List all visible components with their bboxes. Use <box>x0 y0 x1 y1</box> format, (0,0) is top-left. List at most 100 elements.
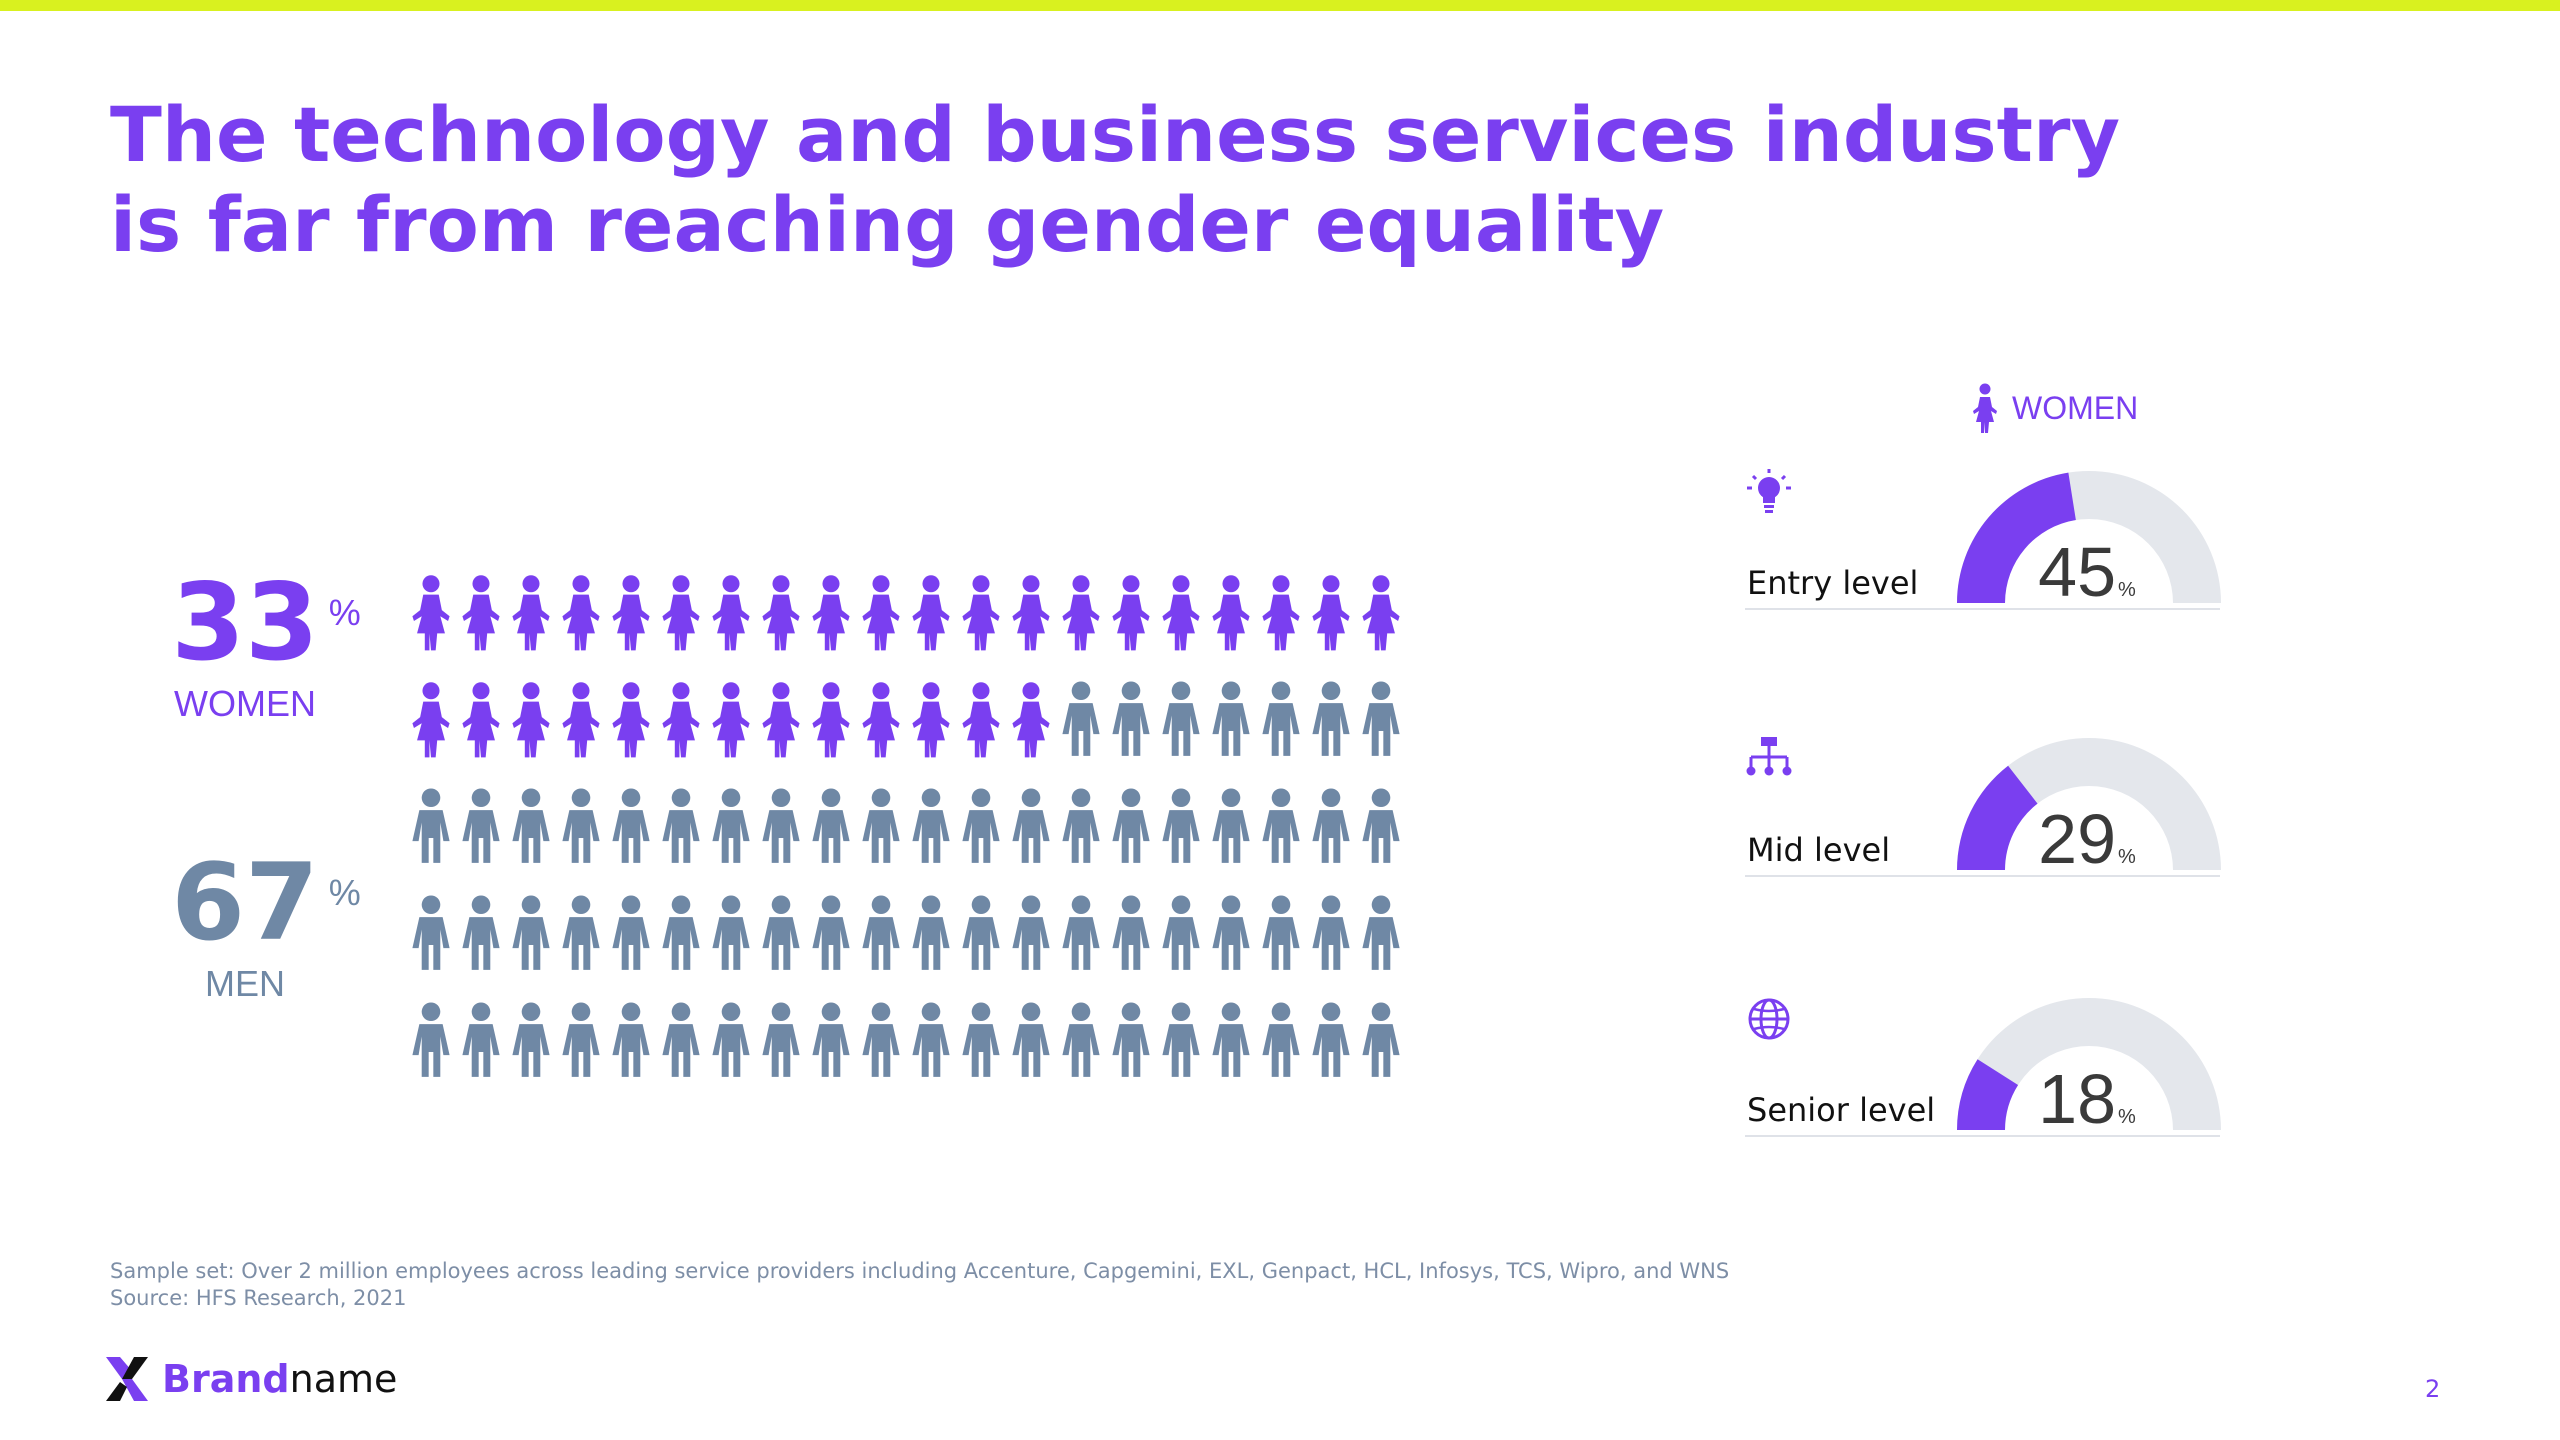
senior-level-gauge-fill <box>1957 1059 2019 1130</box>
man-icon <box>762 895 800 970</box>
men-stat: 67% MEN <box>110 848 380 1004</box>
man-icon <box>1062 895 1100 970</box>
woman-icon <box>762 575 800 651</box>
man-icon <box>1312 681 1350 756</box>
woman-icon <box>612 575 650 651</box>
woman-icon <box>812 575 850 651</box>
footnote-sample: Sample set: Over 2 million employees acr… <box>110 1259 1730 1283</box>
women-percentage-value: 33 <box>171 561 319 684</box>
woman-icon <box>1162 575 1200 651</box>
man-icon <box>862 1002 900 1077</box>
man-icon <box>512 895 550 970</box>
mid-level-gauge-track <box>1957 738 2221 870</box>
man-icon <box>962 788 1000 863</box>
page-title: The technology and business services ind… <box>110 90 2120 269</box>
woman-icon <box>862 575 900 651</box>
footnote-source: Source: HFS Research, 2021 <box>110 1286 407 1310</box>
woman-icon <box>662 682 700 758</box>
man-icon <box>862 895 900 970</box>
footnote: Sample set: Over 2 million employees acr… <box>110 1258 1729 1312</box>
man-icon <box>1012 1002 1050 1077</box>
man-icon <box>1162 895 1200 970</box>
woman-icon <box>1262 575 1300 651</box>
man-icon <box>762 788 800 863</box>
man-icon <box>812 895 850 970</box>
woman-icon <box>812 682 850 758</box>
woman-icon <box>412 575 450 651</box>
entry-level-label: Entry level <box>1747 564 1919 602</box>
woman-icon <box>912 575 950 651</box>
woman-icon <box>462 682 500 758</box>
man-icon <box>562 788 600 863</box>
senior-level-gauge-track <box>1957 998 2221 1130</box>
man-icon <box>612 895 650 970</box>
men-percent-sign: % <box>328 872 361 913</box>
senior-level-label: Senior level <box>1747 1091 1936 1129</box>
woman-icon <box>962 682 1000 758</box>
man-icon <box>1362 1002 1400 1077</box>
woman-icon <box>862 682 900 758</box>
woman-icon <box>562 575 600 651</box>
women-percentage: 33% <box>171 568 361 678</box>
woman-icon <box>462 575 500 651</box>
women-percent-sign: % <box>328 592 361 633</box>
man-icon <box>662 895 700 970</box>
man-icon <box>962 895 1000 970</box>
men-label: MEN <box>205 963 285 1004</box>
woman-icon <box>912 682 950 758</box>
senior-level-number: 18 <box>2038 1060 2117 1138</box>
people-pictograph <box>412 575 1400 1077</box>
lightbulb-icon <box>1747 469 1791 513</box>
man-icon <box>1012 895 1050 970</box>
man-icon <box>1362 895 1400 970</box>
men-percentage: 67% <box>171 848 361 958</box>
man-icon <box>1112 895 1150 970</box>
man-icon <box>1062 788 1100 863</box>
man-icon <box>412 895 450 970</box>
mid-level-value: 29% <box>1997 803 2177 875</box>
brand-logo-icon <box>106 1357 148 1401</box>
man-icon <box>762 1002 800 1077</box>
entry-level-value: 45% <box>1997 536 2177 608</box>
mid-level-row: Mid level 29% <box>1745 735 2225 885</box>
man-icon <box>662 788 700 863</box>
woman-icon <box>1112 575 1150 651</box>
woman-icon <box>712 575 750 651</box>
woman-icon <box>712 682 750 758</box>
mid-level-gauge-fill <box>1957 765 2038 870</box>
woman-icon <box>662 575 700 651</box>
man-icon <box>662 1002 700 1077</box>
man-icon <box>1112 788 1150 863</box>
man-icon <box>1312 895 1350 970</box>
mid-level-percent-sign: % <box>2118 846 2136 868</box>
entry-level-row: Entry level 45% <box>1745 468 2225 618</box>
woman-icon <box>1012 575 1050 651</box>
man-icon <box>512 788 550 863</box>
top-accent-bar <box>0 0 2560 11</box>
man-icon <box>562 895 600 970</box>
man-icon <box>612 1002 650 1077</box>
man-icon <box>1162 788 1200 863</box>
woman-icon <box>412 682 450 758</box>
man-icon <box>812 1002 850 1077</box>
man-icon <box>1112 1002 1150 1077</box>
gauge-legend: WOMEN <box>1972 378 2138 438</box>
man-icon <box>712 895 750 970</box>
woman-icon <box>512 575 550 651</box>
man-icon <box>462 1002 500 1077</box>
man-icon <box>412 788 450 863</box>
men-percentage-value: 67 <box>171 841 319 964</box>
man-icon <box>512 1002 550 1077</box>
man-icon <box>1362 681 1400 756</box>
entry-level-gauge-fill <box>1957 472 2076 603</box>
woman-icon <box>612 682 650 758</box>
senior-level-gauge <box>1957 998 2221 1130</box>
brand: Brandname <box>106 1355 397 1403</box>
woman-icon <box>762 682 800 758</box>
woman-icon <box>1212 575 1250 651</box>
man-icon <box>1212 1002 1250 1077</box>
man-icon <box>1212 895 1250 970</box>
senior-level-divider <box>1745 1135 2220 1137</box>
page-number: 2 <box>2425 1375 2441 1403</box>
woman-icon <box>1062 575 1100 651</box>
